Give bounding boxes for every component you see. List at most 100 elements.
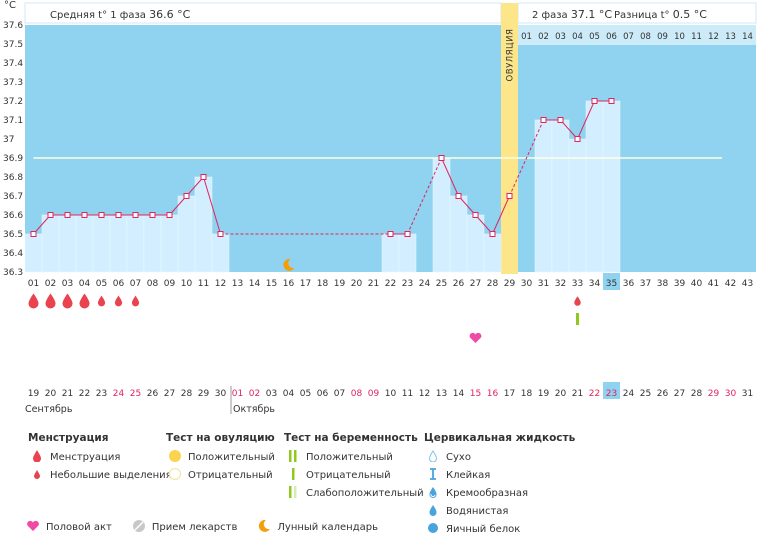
temperature-bar	[551, 119, 570, 273]
phase2-label: 2 фаза	[532, 10, 568, 21]
y-tick-label: 37.4	[3, 59, 23, 69]
y-tick-label: 37	[3, 135, 14, 145]
temperature-point	[455, 193, 462, 199]
small-drop-icon	[28, 469, 46, 482]
calendar-date-label: 26	[657, 389, 669, 399]
temperature-point	[387, 231, 394, 237]
cycle-day-label: 22	[385, 279, 396, 289]
post-ovulation-day-label: 12	[708, 32, 719, 42]
pregnancy-test-negative-icon	[576, 313, 579, 325]
legend-pregnancy-title: Тест на беременность	[284, 432, 418, 444]
line-segment	[458, 195, 476, 216]
cycle-day-label: 07	[130, 279, 141, 289]
legend-item: Клейкая	[446, 469, 491, 481]
temperature-point	[98, 212, 105, 218]
diff-value: 0.5 °C	[672, 8, 707, 21]
legend-item: Половой акт	[46, 522, 112, 533]
calendar-date-label: 31	[742, 389, 753, 399]
intercourse-heart-icon	[469, 332, 482, 343]
calendar-date-label: 25	[640, 389, 651, 399]
line-segment	[169, 195, 187, 216]
menstruation-drop-icon	[97, 295, 106, 307]
temperature-point	[557, 117, 564, 123]
calendar-date-label: 15	[470, 389, 481, 399]
y-tick-label: 36.7	[3, 192, 23, 202]
cycle-day-label: 21	[368, 279, 379, 289]
menstruation-drop-icon	[131, 295, 140, 307]
temperature-bar	[432, 157, 451, 273]
y-axis: 36.3 36.4 36.5 36.6 36.7 36.8 36.9 37 37.1 37.2 37…	[3, 21, 23, 278]
calendar-date-label: 18	[521, 389, 533, 399]
calendar-date-label: 24	[113, 389, 125, 399]
temperature-point	[438, 155, 445, 161]
line-segment	[577, 100, 595, 140]
menstruation-drop-icon	[28, 293, 39, 309]
phase2-average: 2 фаза 37.1 °C	[532, 8, 612, 21]
temperature-points	[30, 98, 615, 237]
calendar-date-label: 21	[572, 389, 583, 399]
faint-double-bar-icon	[284, 485, 302, 501]
calendar-date-label: 02	[249, 389, 260, 399]
cycle-day-label: 34	[589, 279, 601, 289]
calendar-date-label: 03	[266, 389, 277, 399]
calendar-date-label: 13	[436, 389, 447, 399]
temperature-bar	[381, 233, 400, 273]
cycle-day-label: 02	[45, 279, 56, 289]
calendar-date-label: 20	[45, 389, 57, 399]
temperature-point	[540, 117, 547, 123]
cycle-day-label: 38	[657, 279, 669, 289]
diff-label: Разница t°	[614, 10, 670, 21]
cycle-day-label: 04	[79, 279, 91, 289]
temperature-bar	[585, 100, 604, 273]
legend-item: Слабоположительный	[306, 487, 424, 499]
cycle-day-label: 05	[96, 279, 107, 289]
month-label: Октябрь	[233, 404, 275, 415]
legend-item: Лунный календарь	[277, 522, 378, 533]
heart-icon	[26, 520, 40, 535]
calendar-date-row: 19 20 21 22 23 24 25 26 27 28 29 30 01 02 03 04 05 06 07 08…	[25, 382, 753, 415]
y-tick-label: 36.3	[3, 268, 23, 278]
calendar-date-label: 19	[538, 389, 550, 399]
post-ovulation-day-label: 07	[623, 32, 634, 42]
calendar-date-label: 16	[487, 389, 499, 399]
cycle-day-label: 39	[674, 279, 686, 289]
cycle-day-label: 12	[215, 279, 226, 289]
phase1-label: Средняя t° 1 фаза	[50, 10, 146, 21]
interpolated-line-segment	[509, 119, 544, 197]
menstruation-drop-icon	[62, 293, 73, 309]
calendar-date-label: 19	[28, 389, 40, 399]
calendar-date-label: 14	[453, 389, 465, 399]
calendar-date-label: 17	[504, 389, 515, 399]
temperature-point	[132, 212, 139, 218]
temperature-bar	[534, 119, 553, 273]
calendar-date-label: 23	[606, 389, 617, 399]
cycle-day-label: 11	[198, 279, 209, 289]
temperature-point	[489, 231, 496, 237]
calendar-date-label: 29	[708, 389, 720, 399]
cycle-day-label: 17	[300, 279, 311, 289]
temperature-point	[81, 212, 88, 218]
temperature-point	[404, 231, 411, 237]
post-ovulation-day-label: 09	[657, 32, 668, 42]
temperature-bar	[75, 214, 94, 273]
post-ovulation-day-label: 05	[589, 32, 600, 42]
legend-item: Положительный	[188, 451, 275, 463]
cycle-day-label: 08	[147, 279, 159, 289]
temperature-bar	[466, 214, 485, 273]
calendar-date-label: 12	[419, 389, 430, 399]
calendar-date-label: 25	[130, 389, 141, 399]
line-segment	[33, 214, 51, 235]
highlighted-date-cell	[603, 382, 620, 399]
calendar-date-label: 29	[198, 389, 210, 399]
calendar-date-label: 27	[164, 389, 175, 399]
moon-icon	[257, 519, 271, 536]
legend-menstruation-title: Менструация	[28, 432, 109, 444]
cycle-day-label: 19	[334, 279, 346, 289]
cycle-day-label: 14	[249, 279, 261, 289]
ovulation-label: ОВУЛЯЦИЯ	[506, 29, 516, 82]
cycle-day-label: 26	[453, 279, 465, 289]
temperature-point	[115, 212, 122, 218]
menstruation-drop-icon	[114, 295, 123, 307]
legend-pregnancy-test: Тест на беременность Положительный Отриц…	[284, 432, 424, 502]
calendar-date-label: 01	[232, 389, 243, 399]
